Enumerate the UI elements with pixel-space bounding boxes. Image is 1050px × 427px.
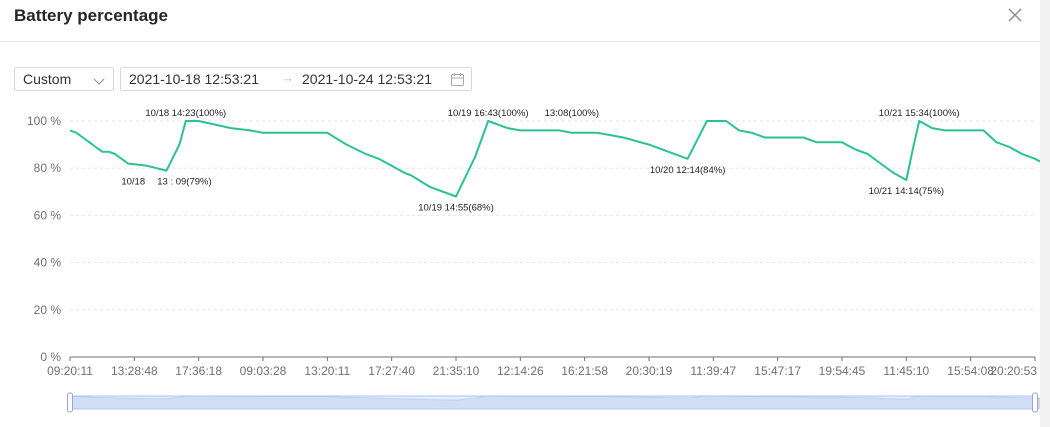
annotation-label: 10/21 15:34(100%): [879, 108, 960, 119]
range-end-input[interactable]: 2021-10-24 12:53:21: [302, 71, 432, 87]
x-tick-label: 20:30:19: [626, 364, 673, 378]
calendar-icon[interactable]: [450, 72, 465, 92]
x-tick-label: 15:54:08: [947, 364, 994, 378]
zoom-handle-right[interactable]: [1032, 392, 1038, 413]
range-mode-select[interactable]: Custom: [14, 67, 114, 91]
annotation-label: 10/21 14:14(75%): [869, 186, 945, 197]
annotation-label: 10/18 13 : 09(79%): [121, 177, 211, 188]
x-tick-label: 09:20:11: [47, 364, 93, 378]
battery-series-line: [69, 120, 1040, 198]
dialog-title: Battery percentage: [14, 6, 169, 25]
x-tick-label: 15:47:17: [754, 364, 801, 378]
x-tick-label: 20:20:53: [990, 364, 1037, 378]
chevron-down-icon: [93, 74, 105, 92]
x-tick-label: 19:54:45: [819, 364, 866, 378]
y-axis-labels: 100 % 80 % 60 % 40 % 20 % 0 %: [27, 114, 61, 364]
y-tick-label: 80 %: [34, 161, 62, 175]
annotation-label: 13:08(100%): [545, 108, 599, 119]
x-tick-label: 21:35:10: [433, 364, 480, 378]
battery-line-chart: 100 % 80 % 60 % 40 % 20 % 0 % 09:20:11 13:28:4…: [27, 108, 1041, 413]
annotation-label: 10/18 14:23(100%): [145, 108, 226, 119]
x-tick-label: 09:03:28: [240, 364, 287, 378]
y-tick-label: 100 %: [27, 114, 61, 128]
x-tick-label: 17:27:40: [368, 364, 415, 378]
date-range-picker[interactable]: 2021-10-18 12:53:21 → 2021-10-24 12:53:2…: [120, 67, 472, 91]
x-tick-label: 11:39:47: [690, 364, 736, 378]
scrollbar-track[interactable]: [1040, 0, 1050, 427]
y-tick-label: 40 %: [34, 256, 62, 270]
x-axis-labels: 09:20:11 13:28:48 17:36:18 09:03:28 13:20:11…: [47, 357, 1037, 378]
x-tick-label: 12:14:26: [497, 364, 544, 378]
zoom-handle-left[interactable]: [67, 392, 73, 413]
y-tick-label: 60 %: [34, 208, 62, 222]
y-tick-label: 20 %: [34, 303, 62, 317]
annotation-label: 10/19 16:43(100%): [448, 108, 529, 119]
range-separator: →: [281, 70, 294, 85]
annotation-label: 10/20 12:14(84%): [650, 165, 726, 176]
dialog-header: Battery percentage: [0, 0, 1050, 42]
range-start-input[interactable]: 2021-10-18 12:53:21: [129, 71, 259, 87]
data-annotations: 10/18 14:23(100%) 10/18 13 : 09(79%) 10/19…: [121, 108, 959, 214]
range-mode-value: Custom: [23, 71, 72, 87]
annotation-label: 10/19 14:55(68%): [418, 203, 494, 214]
x-tick-label: 13:20:11: [304, 364, 350, 378]
x-tick-label: 16:21:58: [561, 364, 608, 378]
grid-lines: [70, 120, 1035, 358]
zoom-slider-window: [69, 395, 1036, 410]
y-tick-label: 0 %: [40, 350, 61, 364]
close-icon[interactable]: [1004, 4, 1026, 26]
x-tick-label: 11:45:10: [883, 364, 929, 378]
x-tick-label: 17:36:18: [175, 364, 222, 378]
zoom-slider[interactable]: [67, 392, 1041, 413]
x-tick-label: 13:28:48: [111, 364, 158, 378]
